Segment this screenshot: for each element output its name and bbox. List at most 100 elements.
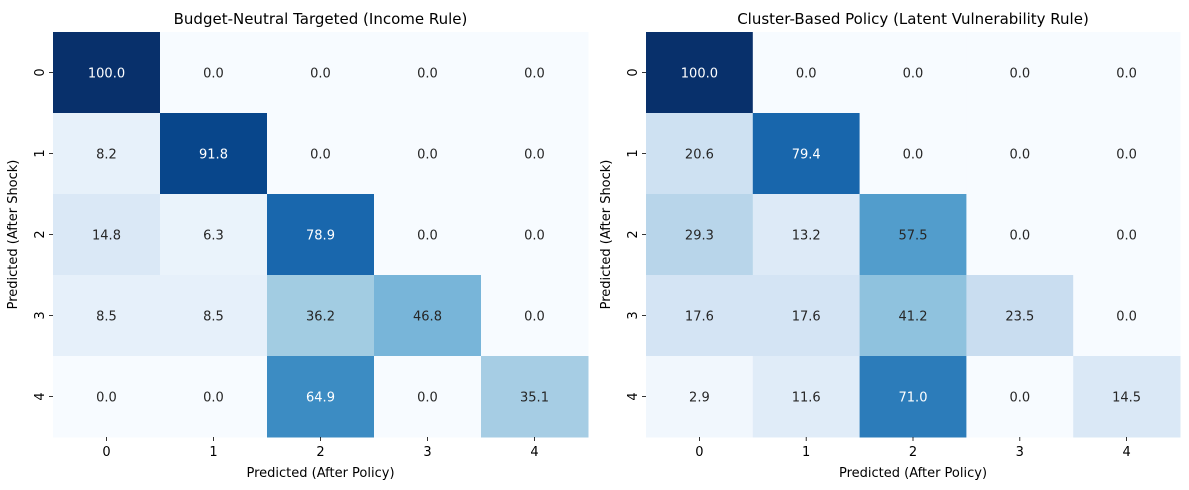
cell-value-label: 41.2 xyxy=(899,310,928,325)
x-tick-label: 0 xyxy=(695,445,703,460)
cell-value-label: 0.0 xyxy=(417,148,438,163)
cell-value-label: 0.0 xyxy=(524,310,545,325)
cell-value-label: 0.0 xyxy=(203,391,224,406)
y-tick-label: 0 xyxy=(626,68,641,76)
heatmap-cell-r4-c1 xyxy=(160,356,268,438)
heatmap-cell-r1-c3 xyxy=(374,113,482,195)
cell-value-label: 0.0 xyxy=(796,67,817,82)
heatmap-cell-r1-c1 xyxy=(160,113,268,195)
x-axis-label: Predicted (After Policy) xyxy=(246,466,394,481)
heatmap-cell-r1-c2 xyxy=(267,113,375,195)
heatmap-cell-r2-c2 xyxy=(267,194,375,276)
cell-value-label: 2.9 xyxy=(689,391,710,406)
heatmap-panel-cluster-rule: Cluster-Based Policy (Latent Vulnerabili… xyxy=(599,10,1181,481)
heatmap-cell-r4-c0 xyxy=(646,356,754,438)
cell-value-label: 0.0 xyxy=(417,229,438,244)
y-tick-label: 4 xyxy=(33,392,48,400)
heatmap-cell-r3-c2 xyxy=(859,275,967,357)
cell-value-label: 0.0 xyxy=(903,148,924,163)
heatmap-cell-r2-c3 xyxy=(966,194,1074,276)
cell-value-label: 11.6 xyxy=(792,391,821,406)
cell-value-label: 14.8 xyxy=(92,229,121,244)
cell-value-label: 79.4 xyxy=(792,148,821,163)
x-axis-ticks: 0 1 2 3 4 xyxy=(102,437,539,460)
heatmap-cell-r0-c3 xyxy=(966,32,1074,114)
cell-value-label: 71.0 xyxy=(899,391,928,406)
heatmap-cell-r3-c0 xyxy=(53,275,161,357)
cell-value-label: 0.0 xyxy=(1009,148,1030,163)
heatmap-cell-r4-c1 xyxy=(752,356,861,438)
heatmap-cell-r0-c2 xyxy=(859,32,967,114)
cell-value-label: 8.5 xyxy=(203,310,224,325)
heatmap-cell-r3-c2 xyxy=(267,275,375,357)
heatmap-cell-r1-c0 xyxy=(646,113,754,195)
x-tick-label: 1 xyxy=(209,445,217,460)
x-tick-label: 1 xyxy=(802,445,810,460)
cell-value-label: 0.0 xyxy=(310,148,331,163)
heatmap-cell-r1-c3 xyxy=(966,113,1074,195)
cell-value-label: 91.8 xyxy=(199,148,228,163)
heatmap-cell-r4-c2 xyxy=(267,356,375,438)
y-tick-label: 3 xyxy=(33,311,48,319)
cell-value-label: 0.0 xyxy=(417,391,438,406)
chart-title: Cluster-Based Policy (Latent Vulnerabili… xyxy=(737,10,1089,28)
cell-value-label: 0.0 xyxy=(1009,67,1030,82)
x-tick-label: 3 xyxy=(423,445,431,460)
x-tick-label: 4 xyxy=(1122,445,1130,460)
cell-value-label: 8.2 xyxy=(96,148,117,163)
y-tick-label: 0 xyxy=(33,68,48,76)
cell-value-label: 0.0 xyxy=(524,229,545,244)
heatmap-cell-r3-c0 xyxy=(646,275,754,357)
y-axis-ticks: 0 1 2 3 4 xyxy=(626,68,646,401)
heatmap-cell-r4-c3 xyxy=(966,356,1074,438)
heatmap-cell-r0-c4 xyxy=(481,32,589,114)
heatmap-cell-r2-c3 xyxy=(374,194,482,276)
cell-value-label: 0.0 xyxy=(903,67,924,82)
heatmap-cell-r0-c1 xyxy=(752,32,861,114)
heatmap-cell-r0-c0 xyxy=(646,32,754,114)
heatmap-cell-r2-c4 xyxy=(1073,194,1181,276)
heatmap-cell-r3-c4 xyxy=(481,275,589,357)
heatmap-cell-r1-c4 xyxy=(481,113,589,195)
chart-title: Budget-Neutral Targeted (Income Rule) xyxy=(174,10,468,28)
y-tick-label: 1 xyxy=(33,149,48,157)
cell-value-label: 0.0 xyxy=(1009,229,1030,244)
cell-value-label: 23.5 xyxy=(1005,310,1034,325)
x-axis-ticks: 0 1 2 3 4 xyxy=(695,437,1131,460)
cell-value-label: 0.0 xyxy=(1009,391,1030,406)
heatmap-cells: 100.0 0.0 0.0 0.0 0.0 8.2 91.8 0.0 0.0 0.0 14.8 6.3… xyxy=(53,32,589,438)
x-tick-label: 0 xyxy=(102,445,110,460)
cell-value-label: 0.0 xyxy=(203,67,224,82)
heatmap-cell-r2-c0 xyxy=(646,194,754,276)
cell-value-label: 17.6 xyxy=(792,310,821,325)
cell-value-label: 57.5 xyxy=(899,229,928,244)
heatmap-panel-income-rule: Budget-Neutral Targeted (Income Rule) 1 0… xyxy=(6,10,589,481)
heatmap-cell-r0-c0 xyxy=(53,32,161,114)
x-tick-label: 3 xyxy=(1016,445,1024,460)
x-tick-label: 4 xyxy=(530,445,538,460)
cell-value-label: 35.1 xyxy=(520,391,549,406)
y-axis-label: Predicted (After Shock) xyxy=(6,160,21,310)
heatmap-cell-r1-c4 xyxy=(1073,113,1181,195)
cell-value-label: 64.9 xyxy=(306,391,335,406)
cell-value-label: 20.6 xyxy=(685,148,714,163)
cell-value-label: 100.0 xyxy=(681,67,718,82)
cell-value-label: 29.3 xyxy=(685,229,714,244)
heatmap-cell-r3-c1 xyxy=(752,275,861,357)
cell-value-label: 46.8 xyxy=(413,310,442,325)
heatmap-cell-r2-c1 xyxy=(752,194,861,276)
heatmap-cell-r2-c0 xyxy=(53,194,161,276)
cell-value-label: 78.9 xyxy=(306,229,335,244)
heatmap-cell-r4-c4 xyxy=(1073,356,1181,438)
cell-value-label: 0.0 xyxy=(96,391,117,406)
cell-value-label: 0.0 xyxy=(1116,310,1137,325)
heatmap-cell-r4-c0 xyxy=(53,356,161,438)
heatmap-cell-r1-c2 xyxy=(859,113,967,195)
cell-value-label: 8.5 xyxy=(96,310,117,325)
heatmap-cell-r0-c3 xyxy=(374,32,482,114)
cell-value-label: 0.0 xyxy=(417,67,438,82)
cell-value-label: 0.0 xyxy=(524,148,545,163)
cell-value-label: 36.2 xyxy=(306,310,335,325)
heatmap-cell-r2-c4 xyxy=(481,194,589,276)
x-axis-label: Predicted (After Policy) xyxy=(839,466,987,481)
